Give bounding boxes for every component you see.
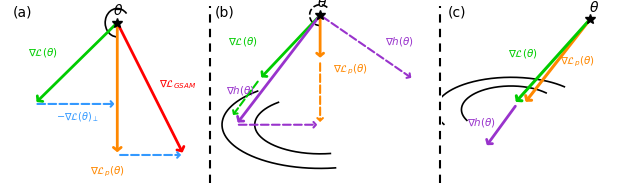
Text: (a): (a) [12,6,32,20]
Text: $\nabla\mathcal{L}(\theta)$: $\nabla\mathcal{L}(\theta)$ [508,47,538,60]
Text: $\nabla\mathcal{L}(\theta)$: $\nabla\mathcal{L}(\theta)$ [28,46,58,59]
Text: $\nabla\mathcal{L}_{GSAM}$: $\nabla\mathcal{L}_{GSAM}$ [159,79,196,91]
Text: $\nabla\mathcal{L}(\theta)$: $\nabla\mathcal{L}(\theta)$ [228,35,258,48]
Text: $\nabla h(\theta)$: $\nabla h(\theta)$ [226,84,255,97]
Text: $\nabla\mathcal{L}_p(\theta)$: $\nabla\mathcal{L}_p(\theta)$ [333,63,368,77]
Text: $-\nabla\mathcal{L}(\theta)_\perp$: $-\nabla\mathcal{L}(\theta)_\perp$ [56,110,99,124]
Text: $\theta$: $\theta$ [589,0,600,15]
Text: $\nabla\mathcal{L}_p(\theta)$: $\nabla\mathcal{L}_p(\theta)$ [559,54,595,69]
Text: $\nabla h(\theta)$: $\nabla h(\theta)$ [385,35,413,48]
Text: (b): (b) [215,6,235,20]
Text: $\theta$: $\theta$ [113,3,124,18]
Text: $\nabla h(\theta)$: $\nabla h(\theta)$ [467,116,496,129]
Text: $\nabla\mathcal{L}_p(\theta)$: $\nabla\mathcal{L}_p(\theta)$ [90,165,125,179]
Text: (c): (c) [447,6,466,20]
Text: $\theta$: $\theta$ [317,0,328,10]
